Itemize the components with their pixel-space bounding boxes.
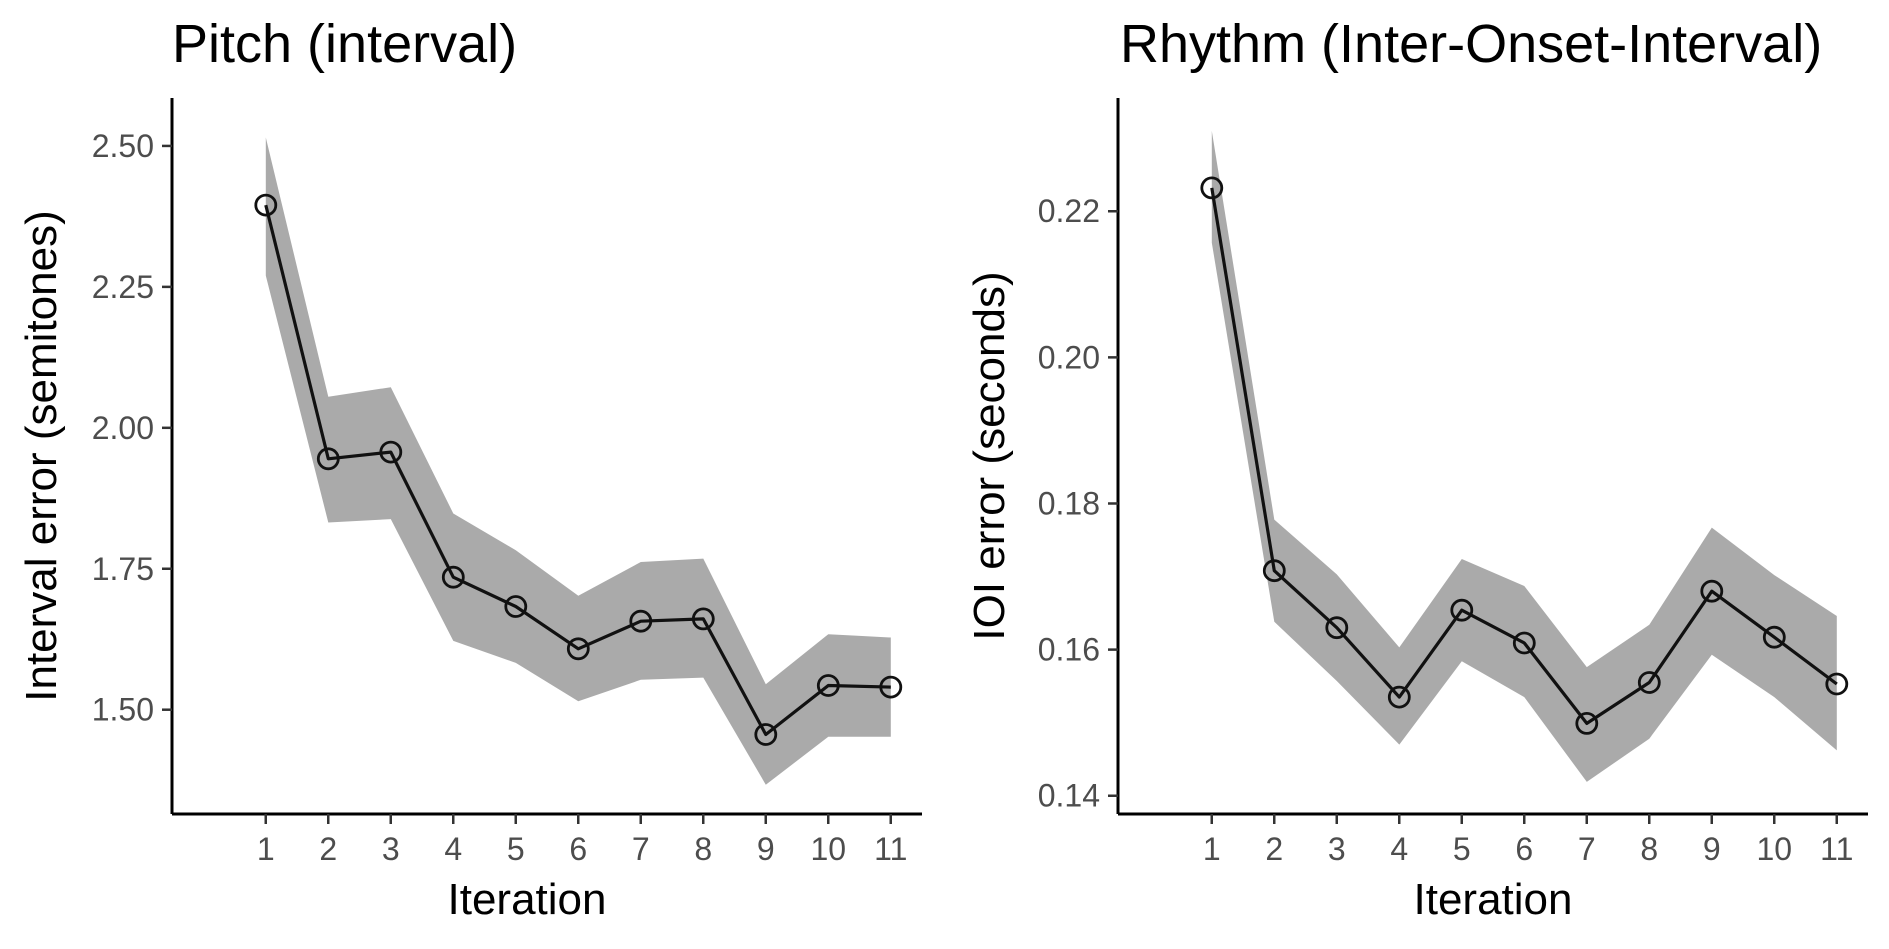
y-axis-title: Interval error (semitones) (17, 210, 66, 701)
x-tick-label: 9 (1703, 831, 1721, 867)
x-tick-label: 5 (507, 831, 525, 867)
y-tick-label: 0.20 (1038, 339, 1100, 375)
ci-band-layer (1211, 130, 1837, 782)
data-point (441, 565, 465, 589)
data-point (1200, 176, 1224, 200)
panel-title: Pitch (interval) (172, 14, 517, 74)
y-axis-title: IOI error (seconds) (965, 271, 1014, 640)
y-tick-label: 0.14 (1038, 778, 1100, 814)
x-tick-label: 7 (632, 831, 650, 867)
mean-line-layer (1210, 187, 1838, 726)
data-point (1762, 625, 1786, 649)
x-tick-label: 3 (1328, 831, 1346, 867)
x-tick-label: 10 (1756, 831, 1792, 867)
data-point (254, 193, 278, 217)
x-axis-title: Iteration (448, 875, 607, 924)
mean-line (264, 204, 891, 737)
ci-band-layer (265, 137, 891, 785)
x-tick-label: 4 (444, 831, 462, 867)
data-point (316, 447, 340, 471)
x-ticks: 1 2 3 4 5 6 7 8 9 10 11 (1203, 814, 1853, 867)
y-tick-label: 1.75 (92, 551, 154, 587)
x-tick-label: 3 (382, 831, 400, 867)
y-tick-label: 0.18 (1038, 485, 1100, 521)
x-tick-label: 1 (1203, 831, 1221, 867)
data-point (629, 609, 653, 633)
confidence-band (265, 137, 891, 785)
data-point (816, 674, 840, 697)
x-tick-label: 6 (1515, 831, 1533, 867)
mean-line-layer (264, 204, 891, 737)
x-tick-label: 1 (257, 831, 275, 867)
data-point (1262, 559, 1286, 583)
data-point (754, 723, 778, 746)
y-tick-label: 1.50 (92, 692, 154, 728)
y-tick-label: 0.22 (1038, 193, 1100, 229)
points-layer (1200, 176, 1849, 735)
points-layer (254, 193, 903, 746)
x-tick-label: 11 (874, 831, 907, 867)
data-point (1575, 712, 1599, 735)
x-tick-label: 8 (694, 831, 712, 867)
mean-line (1210, 187, 1838, 726)
data-point (1512, 631, 1536, 655)
y-ticks: 2.50 2.25 2.00 1.75 1.50 (92, 128, 172, 728)
x-tick-label: 2 (319, 831, 337, 867)
rhythm-panel: Rhythm (Inter-Onset-Interval) 0.220.200.… (965, 14, 1868, 924)
x-axis-title: Iteration (1414, 875, 1573, 924)
x-tick-label: 2 (1265, 831, 1283, 867)
x-tick-label: 7 (1578, 831, 1596, 867)
data-point (879, 675, 903, 699)
x-tick-label: 5 (1453, 831, 1471, 867)
x-tick-label: 4 (1390, 831, 1408, 867)
panel-title: Rhythm (Inter-Onset-Interval) (1120, 14, 1822, 74)
data-point (1700, 579, 1724, 603)
data-point (566, 637, 590, 661)
data-point (1325, 616, 1349, 640)
confidence-band (1211, 130, 1837, 782)
x-tick-label: 9 (757, 831, 775, 867)
data-point (1387, 685, 1411, 709)
y-tick-label: 2.50 (92, 128, 154, 164)
data-point (1825, 672, 1849, 696)
y-tick-label: 0.16 (1038, 632, 1100, 668)
data-point (504, 595, 528, 618)
x-ticks: 1 2 3 4 5 6 7 8 9 10 11 (257, 814, 907, 867)
data-point (691, 607, 715, 631)
x-tick-label: 6 (569, 831, 587, 867)
x-tick-label: 11 (1820, 831, 1853, 867)
y-tick-label: 2.25 (92, 269, 154, 305)
y-ticks: 0.22 0.20 0.18 0.16 0.14 (1038, 193, 1118, 814)
data-point (1450, 598, 1474, 622)
data-point (1637, 671, 1661, 694)
y-tick-label: 2.00 (92, 410, 154, 446)
x-tick-label: 10 (810, 831, 846, 867)
data-point (379, 440, 403, 464)
pitch-panel: Pitch (interval) 2.50 2.25 2.00 1.75 1.50 1 2… (17, 14, 922, 924)
x-tick-label: 8 (1640, 831, 1658, 867)
